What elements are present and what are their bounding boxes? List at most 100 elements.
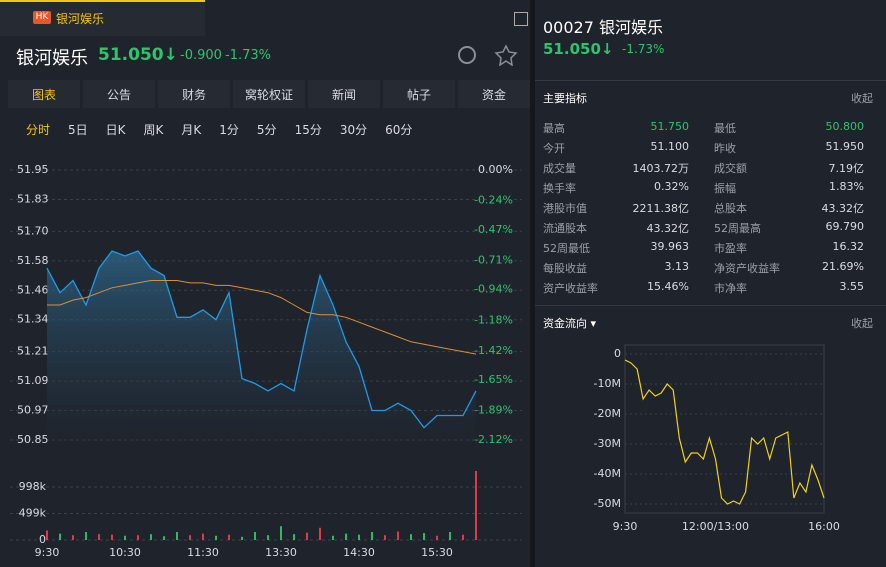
- change-pct: -1.73%: [225, 48, 271, 63]
- stat-row: 最高 51.750 最低 50.800: [543, 117, 875, 137]
- stat-row: 每股收益 3.13 净资产收益率 21.69%: [543, 257, 875, 277]
- tab[interactable]: 帖子: [383, 80, 455, 108]
- stat-label: 每股收益: [543, 262, 587, 275]
- divider: [535, 80, 886, 81]
- stat-row: 资产收益率 15.46% 市净率 3.55: [543, 277, 875, 297]
- volume-bar: [111, 534, 113, 540]
- stat-value: 51.950: [825, 140, 865, 153]
- y-tick-label: 51.34: [17, 313, 49, 326]
- y2-tick-label: -1.89%: [474, 404, 513, 417]
- tab-title: 银河娱乐: [56, 12, 105, 26]
- volume-bar: [384, 535, 386, 540]
- y-tick-label: 51.83: [17, 192, 49, 205]
- stats-collapse[interactable]: 收起: [851, 92, 873, 105]
- stat-value: 3.13: [664, 260, 690, 273]
- period-row: 分时 5日 日K 周K 月K 1分 5分 15分 30分 60分: [26, 121, 430, 138]
- tab[interactable]: 新闻: [308, 80, 380, 108]
- tab-row: 图表 公告 财务 窝轮权证 新闻 帖子 资金: [8, 80, 533, 108]
- tab[interactable]: 财务: [158, 80, 230, 108]
- volume-bar: [215, 535, 217, 540]
- volume-bar: [202, 533, 204, 540]
- right-change: -1.73%: [622, 42, 665, 56]
- y2-tick-label: -2.12%: [474, 433, 513, 446]
- y-tick-label: 50.97: [17, 404, 49, 417]
- flow-line: [624, 359, 825, 505]
- volume-bar: [293, 534, 295, 540]
- refresh-icon[interactable]: [458, 46, 476, 64]
- volume-bar: [306, 532, 308, 540]
- x-tick-label: 9:30: [35, 546, 60, 559]
- price: 51.050↓: [98, 45, 178, 65]
- y-tick-label: 51.95: [17, 163, 49, 176]
- tab[interactable]: 资金: [458, 80, 530, 108]
- stat-value: 51.100: [650, 140, 690, 153]
- y-tick-label: -50M: [594, 497, 621, 510]
- divider: [535, 305, 886, 306]
- stat-label: 52周最低: [543, 242, 590, 255]
- stat-value: 7.19亿: [828, 162, 865, 175]
- x-tick-label: 11:30: [187, 546, 219, 559]
- period[interactable]: 5日: [68, 123, 88, 137]
- volume-bar: [124, 535, 126, 540]
- flow-collapse[interactable]: 收起: [851, 317, 873, 330]
- tab[interactable]: 窝轮权证: [233, 80, 305, 108]
- y-tick-label: 51.09: [17, 374, 49, 387]
- stats-title: 主要指标: [543, 92, 587, 105]
- stat-value: 3.55: [839, 280, 865, 293]
- flow-title[interactable]: 资金流向 ▾: [543, 317, 597, 330]
- period[interactable]: 分时: [26, 123, 51, 137]
- y-tick-label: 499k: [19, 507, 47, 520]
- period[interactable]: 周K: [143, 123, 164, 137]
- volume-bar: [163, 536, 165, 540]
- period[interactable]: 30分: [339, 123, 368, 137]
- tab[interactable]: 公告: [83, 80, 155, 108]
- x-tick-label: 15:30: [421, 546, 453, 559]
- period[interactable]: 日K: [105, 123, 126, 137]
- period[interactable]: 15分: [294, 123, 322, 137]
- y-tick-label: 51.21: [17, 345, 49, 358]
- stat-label: 振幅: [714, 182, 736, 195]
- volume-bar: [176, 532, 178, 540]
- stat-label: 昨收: [714, 142, 736, 155]
- change: -0.900: [180, 48, 222, 63]
- volume-bar: [137, 535, 139, 540]
- stat-value: 51.750: [650, 120, 690, 133]
- y-tick-label: 0: [39, 533, 46, 546]
- price-area: [47, 251, 476, 455]
- stat-label: 市净率: [714, 282, 747, 295]
- volume-bar: [462, 534, 464, 540]
- volume-bar: [371, 532, 373, 540]
- star-icon[interactable]: [494, 44, 518, 66]
- y2-tick-label: 0.00%: [478, 163, 513, 176]
- volume-bar: [332, 535, 334, 540]
- y2-tick-label: -0.47%: [474, 223, 513, 236]
- x-tick-label: 9:30: [613, 520, 638, 533]
- stat-label: 成交量: [543, 162, 576, 175]
- period[interactable]: 5分: [256, 123, 277, 137]
- y-tick-label: -10M: [594, 377, 621, 390]
- volume-bar: [267, 535, 269, 540]
- y-tick-label: 51.70: [17, 224, 49, 237]
- x-tick-label: 14:30: [343, 546, 375, 559]
- period[interactable]: 1分: [219, 123, 239, 137]
- volume-bar: [189, 535, 191, 540]
- tab[interactable]: 图表: [8, 80, 80, 108]
- period[interactable]: 60分: [385, 123, 413, 137]
- volume-bar: [254, 532, 256, 540]
- y-tick-label: 998k: [19, 480, 47, 493]
- y2-tick-label: -1.42%: [474, 344, 513, 357]
- y-tick-label: -30M: [594, 437, 621, 450]
- y-tick-label: -40M: [594, 467, 621, 480]
- stat-label: 流通股本: [543, 222, 587, 235]
- volume-bar: [228, 534, 230, 540]
- period[interactable]: 月K: [181, 123, 202, 137]
- volume-bar: [475, 470, 477, 540]
- stat-value: 0.32%: [654, 180, 689, 193]
- hk-badge: HK: [33, 11, 51, 24]
- volume-bar: [319, 527, 321, 540]
- y-tick-label: 51.46: [17, 283, 49, 296]
- stat-label: 总股本: [714, 202, 747, 215]
- layout-icon[interactable]: [514, 12, 528, 26]
- volume-bar: [449, 532, 451, 540]
